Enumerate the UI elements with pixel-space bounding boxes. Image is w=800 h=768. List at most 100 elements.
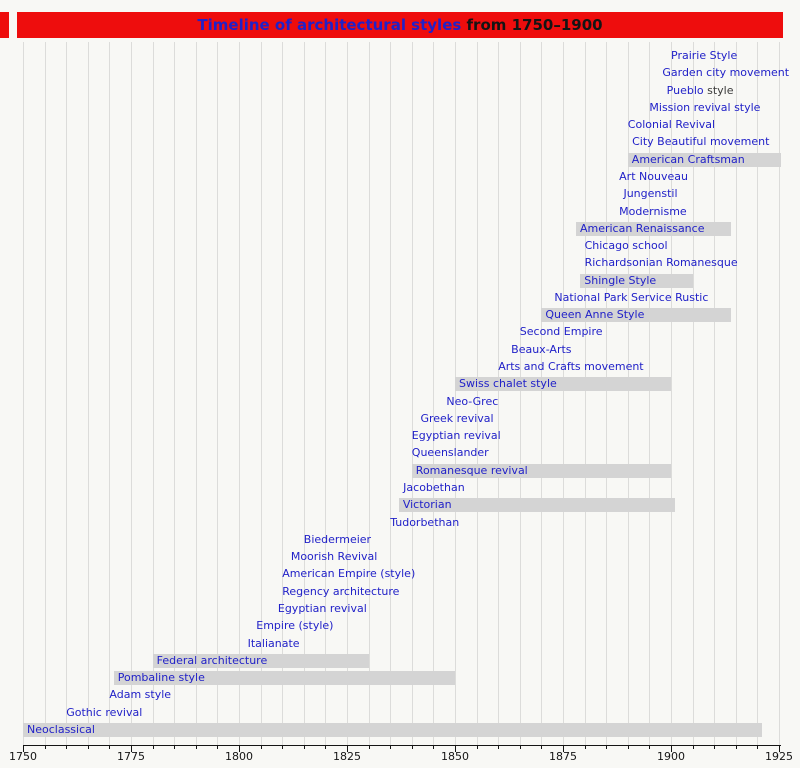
title-link[interactable]: Timeline of architectural styles: [197, 16, 462, 34]
style-label[interactable]: Pueblo style: [666, 83, 734, 97]
tick-label: 1850: [441, 750, 469, 763]
major-tick: [347, 745, 348, 752]
style-label[interactable]: Mission revival style: [649, 100, 761, 114]
style-label[interactable]: American Renaissance: [579, 221, 705, 235]
tick-label: 1925: [765, 750, 793, 763]
duration-bar: [113, 671, 455, 686]
style-label[interactable]: Moorish Revival: [290, 550, 378, 564]
style-label[interactable]: Prairie Style: [671, 49, 738, 62]
style-label[interactable]: Colonial Revival: [627, 118, 716, 132]
grid-line: [563, 42, 564, 745]
style-label[interactable]: Federal architecture: [156, 653, 268, 667]
style-label[interactable]: Richardsonian Romanesque: [584, 256, 738, 270]
grid-line: [44, 42, 46, 745]
minor-tick: [66, 745, 68, 749]
style-label[interactable]: Arts and Crafts movement: [498, 360, 644, 374]
minor-tick: [692, 745, 694, 749]
grid-line: [584, 42, 586, 745]
duration-bar: [23, 722, 762, 737]
minor-tick: [195, 745, 197, 749]
style-label[interactable]: Art Nouveau: [619, 169, 688, 183]
style-label[interactable]: American Empire (style): [282, 567, 416, 581]
style-label[interactable]: American Craftsman: [631, 152, 745, 166]
grid-line: [692, 42, 694, 745]
tick-label: 1875: [549, 750, 577, 763]
minor-tick: [325, 745, 327, 749]
style-label[interactable]: Egyptian revival: [411, 429, 501, 443]
style-label[interactable]: Shingle Style: [584, 273, 657, 287]
style-label[interactable]: Garden city movement: [662, 66, 790, 80]
grid-line: [411, 42, 413, 745]
style-label[interactable]: Romanesque revival: [415, 463, 528, 477]
style-label[interactable]: Beaux-Arts: [511, 342, 572, 356]
minor-tick: [757, 745, 759, 749]
grid-line: [757, 42, 759, 745]
minor-tick: [476, 745, 478, 749]
grid-line: [174, 42, 176, 745]
style-label-suffix: style: [703, 83, 734, 97]
grid-line: [735, 42, 737, 745]
minor-tick: [390, 745, 392, 749]
style-label[interactable]: Jacobethan: [403, 481, 465, 494]
style-label[interactable]: Tudorbethan: [390, 515, 460, 529]
style-label[interactable]: Jungenstil: [623, 187, 678, 201]
style-label[interactable]: City Beautiful movement: [632, 135, 770, 149]
style-label[interactable]: Greek revival: [420, 411, 494, 425]
style-label[interactable]: Adam style: [109, 688, 172, 702]
style-label[interactable]: Egyptian revival: [277, 601, 367, 615]
minor-tick: [498, 745, 500, 749]
minor-tick: [627, 745, 629, 749]
duration-bar: [627, 152, 781, 167]
style-label[interactable]: Empire (style): [256, 619, 334, 633]
grid-line: [303, 42, 305, 745]
minor-tick: [584, 745, 586, 749]
style-label[interactable]: Second Empire: [519, 325, 603, 339]
grid-line: [671, 42, 672, 745]
grid-line: [260, 42, 262, 745]
style-label[interactable]: Chicago school: [584, 239, 668, 253]
style-label[interactable]: Italianate: [247, 636, 300, 650]
grid-line: [455, 42, 456, 745]
grid-line: [390, 42, 392, 745]
major-tick: [779, 745, 780, 752]
style-label[interactable]: Queenslander: [411, 446, 489, 460]
style-label[interactable]: Modernisme: [619, 204, 687, 218]
tick-label: 1800: [225, 750, 253, 763]
style-label[interactable]: Gothic revival: [66, 705, 143, 719]
grid-line: [714, 42, 716, 745]
minor-tick: [87, 745, 89, 749]
major-tick: [671, 745, 672, 752]
major-tick: [239, 745, 240, 752]
style-label[interactable]: Queen Anne Style: [545, 308, 645, 322]
major-tick: [23, 745, 24, 752]
style-label[interactable]: Neoclassical: [27, 722, 95, 736]
style-label[interactable]: Biedermeier: [303, 532, 372, 546]
style-label[interactable]: Pombaline style: [117, 671, 205, 685]
grid-line: [347, 42, 348, 745]
grid-line: [325, 42, 327, 745]
minor-tick: [260, 745, 262, 749]
style-label[interactable]: National Park Service Rustic: [554, 290, 709, 304]
style-label[interactable]: Swiss chalet style: [459, 377, 557, 391]
minor-tick: [368, 745, 370, 749]
duration-bar: [580, 273, 693, 288]
major-tick: [455, 745, 456, 752]
tick-label: 1825: [333, 750, 361, 763]
duration-bar: [455, 377, 671, 392]
style-label[interactable]: Regency architecture: [282, 584, 400, 598]
grid-line: [217, 42, 219, 745]
duration-bar: [411, 463, 671, 478]
grid-line: [23, 42, 24, 745]
duration-bar: [152, 653, 369, 668]
grid-line: [282, 42, 284, 745]
grid-line: [627, 42, 629, 745]
grid-line: [498, 42, 500, 745]
grid-line: [519, 42, 521, 745]
style-label[interactable]: Victorian: [402, 498, 452, 512]
style-label[interactable]: Neo-Grec: [446, 394, 499, 408]
minor-tick: [541, 745, 543, 749]
grid-line: [66, 42, 68, 745]
grid-line: [195, 42, 197, 745]
axis-line: [23, 745, 781, 746]
